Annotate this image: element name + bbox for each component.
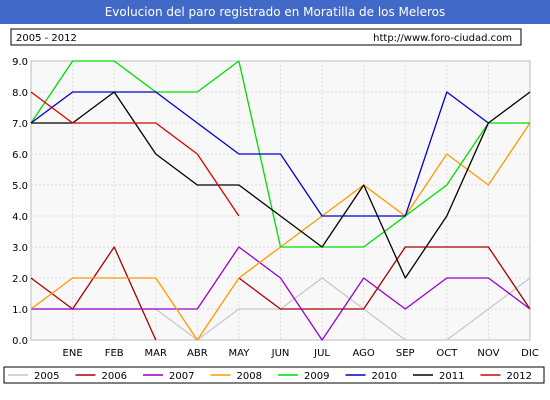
legend: 2005 2006 2007 2008 2009 2010 2011 2012 <box>8 371 532 382</box>
legend-label-2010: 2010 <box>372 371 397 382</box>
series-line-2009 <box>30 60 530 248</box>
legend-label-2006: 2006 <box>102 371 127 382</box>
x-tick-label: ENE <box>63 348 83 359</box>
info-box <box>10 28 522 46</box>
y-tick-label: 7.0 <box>12 119 28 130</box>
x-tick-label: DIC <box>521 348 539 359</box>
series-2009 <box>30 60 530 248</box>
series-lines <box>30 60 531 341</box>
y-tick-label: 8.0 <box>12 88 28 99</box>
years-label: 2005 - 2012 <box>16 33 77 44</box>
y-tick-label: 1.0 <box>12 305 28 316</box>
x-tick-label: MAY <box>229 348 251 359</box>
x-tick-label: JUL <box>313 348 330 359</box>
legend-label-2005: 2005 <box>34 371 59 382</box>
y-tick-label: 0.0 <box>12 336 28 347</box>
y-tick-label: 4.0 <box>12 212 28 223</box>
series-2011 <box>31 91 531 279</box>
series-line-2011 <box>31 91 531 279</box>
series-line-2006 <box>238 246 531 310</box>
x-tick-label: ABR <box>187 348 208 359</box>
tick-labels: 0.0 1.0 2.0 3.0 4.0 5.0 6.0 7.0 8.0 9.0 ENE FEB MAR A… <box>12 57 539 359</box>
legend-label-2007: 2007 <box>169 371 194 382</box>
chart-title: Evolucion del paro registrado en Moratil… <box>105 5 446 19</box>
legend-label-2008: 2008 <box>237 371 262 382</box>
y-tick-label: 5.0 <box>12 181 28 192</box>
legend-label-2012: 2012 <box>507 371 532 382</box>
y-tick-label: 6.0 <box>12 150 28 161</box>
series-2010 <box>30 91 489 217</box>
legend-label-2011: 2011 <box>439 371 464 382</box>
series-line-2010 <box>30 91 489 217</box>
title-bar <box>0 0 550 24</box>
series-line-2012 <box>30 91 240 217</box>
series-2012 <box>30 91 240 217</box>
y-tick-label: 9.0 <box>12 57 28 68</box>
source-url: http://www.foro-ciudad.com <box>373 33 512 44</box>
x-tick-label: MAR <box>145 348 167 359</box>
series-2007 <box>31 246 531 341</box>
x-tick-label: NOV <box>477 348 499 359</box>
legend-label-2009: 2009 <box>304 371 329 382</box>
legend-box <box>3 366 545 384</box>
x-tick-label: FEB <box>105 348 124 359</box>
x-tick-label: AGO <box>353 348 375 359</box>
x-tick-label: OCT <box>436 348 458 359</box>
x-tick-label: JUN <box>271 348 290 359</box>
y-tick-label: 3.0 <box>12 243 28 254</box>
x-tick-label: SEP <box>396 348 415 359</box>
y-tick-label: 2.0 <box>12 274 28 285</box>
series-line-2007 <box>31 246 531 341</box>
